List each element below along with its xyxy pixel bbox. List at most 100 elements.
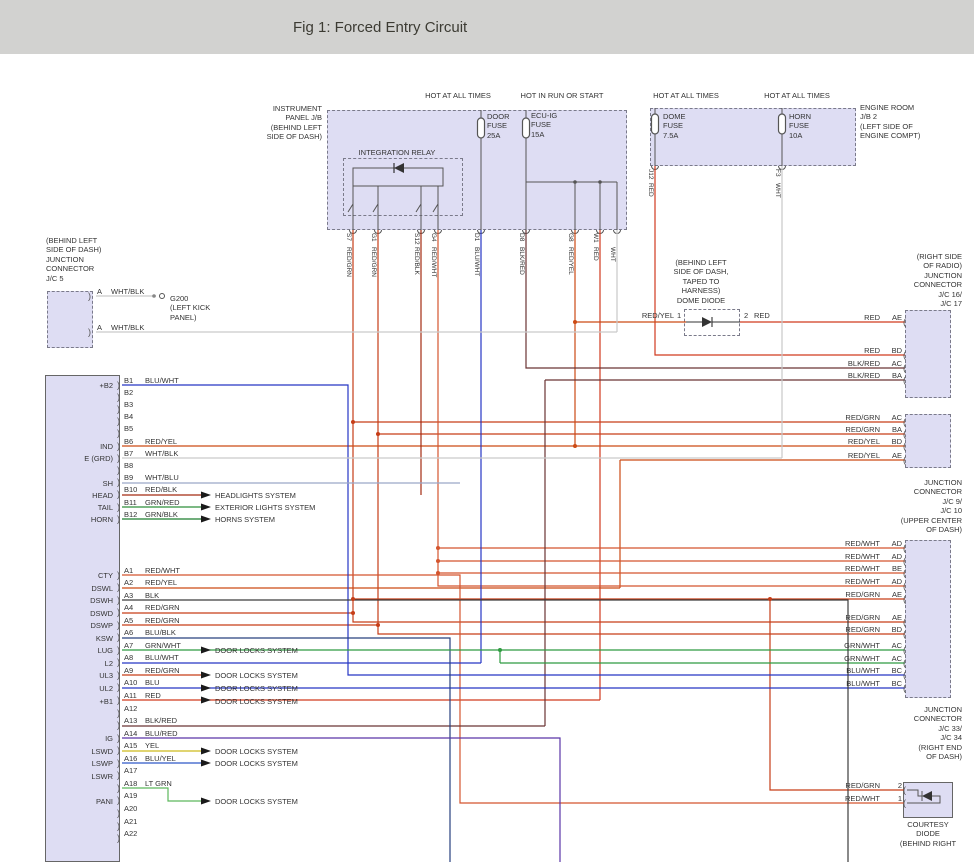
jb-terminal: F3 WHT <box>773 169 782 198</box>
pin-bracket: ) <box>117 669 120 680</box>
pin-id: A17 <box>124 766 138 776</box>
hot-at-all-times-label-3: HOT AT ALL TIMES <box>764 91 830 100</box>
pin-id: A3 <box>124 590 134 600</box>
signal-label: +B1 <box>99 696 113 706</box>
pin-id: A22 <box>124 829 138 839</box>
pin-bracket: ) <box>117 644 120 655</box>
pin-bracket: ( <box>903 416 906 427</box>
wire-blk <box>122 599 849 862</box>
pin-id: B5 <box>124 424 134 434</box>
pin-bracket: ) <box>117 452 120 463</box>
pin-bracket: ( <box>903 362 906 373</box>
signal-label: DSWH <box>90 596 113 606</box>
junction-pin-code: 2 <box>897 780 902 790</box>
jb-terminal: D8 BLK/RED <box>517 233 526 275</box>
jc9-10-box <box>905 414 951 468</box>
wire-color-label: RED/GRN <box>845 624 880 634</box>
junction-pin-code: BA <box>891 424 902 434</box>
integration-relay-box <box>343 158 463 216</box>
pin-bracket: ( <box>903 593 906 604</box>
junction-pin-code: AC <box>891 412 902 422</box>
wire-color-label: GRN/RED <box>145 497 180 507</box>
pin-id: A21 <box>124 816 138 826</box>
pin-bracket: ) <box>117 569 120 580</box>
courtesy-diode-box <box>903 782 953 818</box>
pin-bracket: ( <box>903 616 906 627</box>
wire-blu-red <box>122 737 561 862</box>
system-label: DOOR LOCKS SYSTEM <box>215 671 298 681</box>
wire-color-label: BLK/RED <box>145 716 178 726</box>
wire-color-label: BLU/BLK <box>145 628 176 638</box>
pin-id: B10 <box>124 485 138 495</box>
pin-bracket: ( <box>903 454 906 465</box>
wire-color-label: BLK/RED <box>847 358 880 368</box>
junction-pin-code: BC <box>891 665 902 675</box>
wire-color-label: WHT/BLU <box>145 473 179 483</box>
ecu-ig-fuse-label: ECU-IG FUSE 15A <box>531 111 558 139</box>
system-label: HORNS SYSTEM <box>215 515 276 525</box>
wire-color-label: RED/WHT <box>430 247 437 278</box>
dome-diode-label: (BEHIND LEFT SIDE OF DASH, TAPED TO HARN… <box>673 258 729 305</box>
signal-label: TAIL <box>97 503 113 512</box>
terminal-code: J12 <box>647 169 654 180</box>
pin-id: B1 <box>124 375 134 385</box>
system-label: DOOR LOCKS SYSTEM <box>215 796 298 806</box>
pin-bracket: ) <box>117 391 120 402</box>
jb-terminal: G8 RED/YEL <box>566 233 575 275</box>
instrument-panel-jb-label: INSTRUMENT PANEL J/B (BEHIND LEFT SIDE O… <box>266 104 322 142</box>
pin-id: A15 <box>124 741 138 751</box>
wire-color-label: BLU/WHT <box>846 665 880 675</box>
pin-id: B6 <box>124 436 134 446</box>
signal-label: PANI <box>96 796 113 806</box>
pin-bracket: ) <box>117 607 120 618</box>
hot-in-run-or-start-label: HOT IN RUN OR START <box>520 91 604 100</box>
pin-id: A12 <box>124 703 138 713</box>
jc5-label: (BEHIND LEFT SIDE OF DASH) JUNCTION CONN… <box>46 236 102 283</box>
dome-diode-right-wire-label: RED <box>754 311 770 320</box>
wire-color-label: RED/GRN <box>845 589 880 599</box>
system-label: EXTERIOR LIGHTS SYSTEM <box>215 503 316 512</box>
pin-bracket: ) <box>117 682 120 693</box>
signal-label: +B2 <box>99 381 113 390</box>
junction-pin-code: BC <box>891 678 902 688</box>
wire-color-label: GRN/BLK <box>145 509 178 519</box>
signal-label: DSWP <box>90 621 114 631</box>
pin-bracket: ) <box>117 501 120 512</box>
wire-color-label: RED/GRN <box>845 780 880 790</box>
courtesy-diode-label: COURTESY DIODE (BEHIND RIGHT <box>899 820 957 848</box>
pin-bracket: ) <box>117 594 120 605</box>
junction-pin-code: AE <box>891 612 902 622</box>
wire-color-label: RED/WHT <box>845 538 880 548</box>
pin-bracket: ) <box>117 720 120 731</box>
wire-color-label: RED/YEL <box>145 578 178 588</box>
pin-bracket: ( <box>903 644 906 655</box>
junction-pin-code: BD <box>891 345 902 355</box>
wire-color-label: RED/WHT <box>845 563 880 573</box>
junction-pin-code: AD <box>891 576 902 586</box>
pin-id: B2 <box>124 387 134 397</box>
pin-id: B12 <box>124 509 138 519</box>
pin-id: A2 <box>124 578 134 588</box>
pin-bracket: ) <box>117 403 120 414</box>
pin-id: A20 <box>124 803 138 813</box>
pin-bracket: ) <box>117 745 120 756</box>
wire-color-label: RED/GRN <box>145 665 180 675</box>
wire-color-label: WHT <box>609 247 616 262</box>
jb-terminal: WHT <box>608 233 617 262</box>
signal-label: DSWD <box>90 608 113 618</box>
signal-label: IND <box>100 442 113 451</box>
wire-color-label: WHT <box>774 183 781 198</box>
integration-relay-label: INTEGRATION RELAY <box>358 148 436 157</box>
system-label: DOOR LOCKS SYSTEM <box>215 759 298 769</box>
pin-id: A <box>97 286 103 296</box>
junction-pin-code: AE <box>891 312 902 322</box>
wire-color-label: BLU/WHT <box>145 653 179 663</box>
wire-color-label: WHT/BLK <box>111 286 145 296</box>
pin-bracket: ( <box>903 669 906 680</box>
wire-color-label: BLK/RED <box>847 370 880 380</box>
wire-color-label: RED/GRN <box>370 247 377 277</box>
terminal-code: F3 <box>774 169 781 177</box>
wire-color-label: BLK <box>145 590 160 600</box>
signal-label: DSWL <box>91 583 113 593</box>
pin-id: A14 <box>124 728 138 738</box>
